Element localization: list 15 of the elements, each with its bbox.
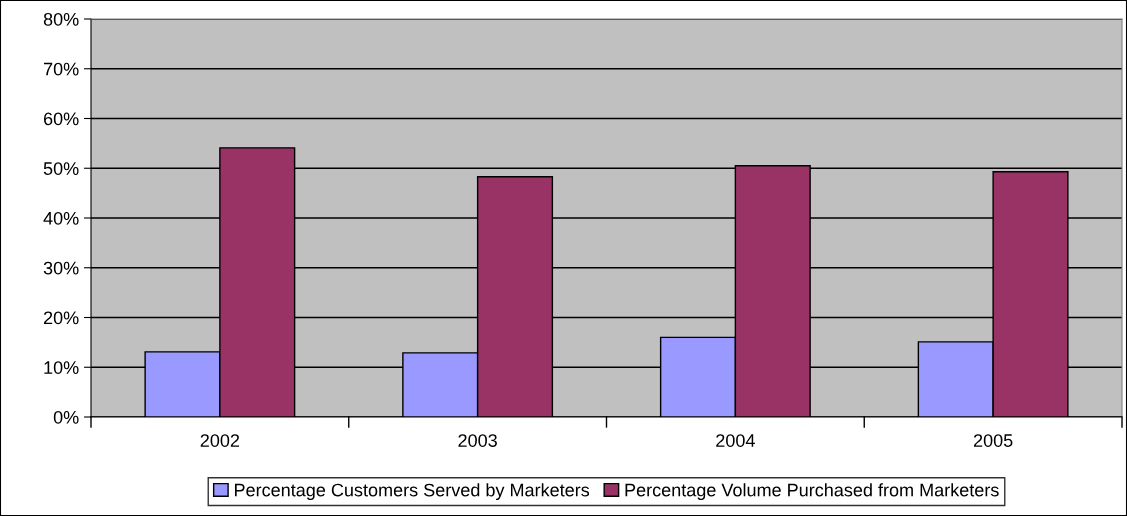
x-tick-label: 2005 xyxy=(973,434,1013,447)
legend-label: Percentage Customers Served by Marketers xyxy=(234,483,590,501)
y-tick-label: 20% xyxy=(43,311,79,325)
x-tick-label: 2004 xyxy=(716,434,755,447)
y-tick-label: 0% xyxy=(53,410,79,424)
y-tick-label: 70% xyxy=(43,62,79,76)
y-tick-label: 30% xyxy=(43,261,79,275)
x-tick-label: 2002 xyxy=(200,434,240,447)
y-tick-label: 50% xyxy=(43,162,79,175)
legend-label: Percentage Volume Purchased from Marketers xyxy=(625,483,999,501)
y-tick-label: 40% xyxy=(43,211,79,225)
y-tick-label: 80% xyxy=(43,12,79,26)
y-tick-label: 10% xyxy=(44,361,79,374)
y-tick-label: 60% xyxy=(43,112,79,126)
x-tick-label: 2003 xyxy=(458,434,497,447)
